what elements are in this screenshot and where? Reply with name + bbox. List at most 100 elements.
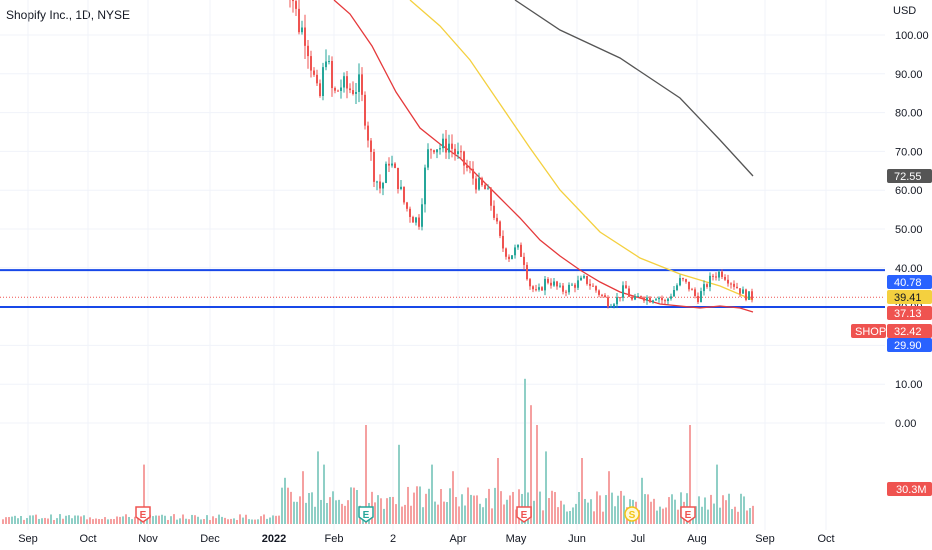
volume-bar: [332, 491, 334, 524]
candle-body: [559, 285, 561, 287]
candle-body: [568, 284, 570, 293]
volume-bar: [533, 500, 535, 524]
x-axis: Sep Oct Nov Dec 2022 Feb 2 Apr May Jun Jul Aug Sep Oc…: [18, 533, 834, 545]
volume-bar: [671, 494, 673, 524]
volume-bar: [464, 505, 466, 524]
candle-body: [388, 163, 390, 166]
candle-body: [463, 151, 465, 166]
volume-bar: [290, 491, 292, 524]
volume-bar: [143, 464, 145, 524]
candle-body: [517, 244, 519, 248]
volume-bar: [410, 505, 412, 524]
volume-bar: [26, 518, 28, 524]
volume-bar: [443, 501, 445, 524]
candle-body: [334, 88, 336, 91]
candle-body: [715, 276, 717, 278]
volume-bar: [224, 517, 226, 524]
volume-bar: [548, 498, 550, 524]
candle-body: [700, 291, 702, 303]
volume-bar: [80, 516, 82, 524]
volume-bar: [365, 425, 367, 524]
candle-body: [751, 291, 753, 300]
candle-body: [298, 8, 300, 33]
candle-body: [442, 138, 444, 149]
candle-body: [352, 90, 354, 94]
volume-bar: [35, 514, 37, 524]
volume-bar: [455, 496, 457, 524]
candle-body: [670, 296, 672, 299]
candle-body: [490, 188, 492, 206]
price-tag: 40.78: [887, 275, 932, 289]
volume-bar: [92, 519, 94, 524]
candle-body: [739, 288, 741, 294]
volume-bar: [266, 518, 268, 524]
volume-bar: [560, 500, 562, 524]
volume-bar: [29, 515, 31, 524]
candle-body: [547, 278, 549, 283]
volume-bar: [602, 511, 604, 524]
volume-bar: [563, 504, 565, 524]
candle-body: [721, 271, 723, 277]
candle-body: [364, 94, 366, 126]
candle-body: [643, 297, 645, 301]
volume-bar: [707, 509, 709, 524]
ma-fast-line: [333, 0, 754, 313]
candle-body: [661, 297, 663, 301]
candle-body: [709, 275, 711, 287]
volume-bar: [728, 493, 730, 524]
volume-bar: [188, 519, 190, 524]
volume-bar: [344, 505, 346, 524]
candle-body: [526, 264, 528, 280]
volume-bar: [212, 516, 214, 524]
event-marker-label: S: [629, 510, 636, 521]
volume-bar: [515, 509, 517, 524]
volume-bar: [596, 491, 598, 524]
volume-bar: [428, 488, 430, 524]
volume-bar: [158, 515, 160, 524]
candle-body: [619, 297, 621, 299]
candle-body: [595, 286, 597, 291]
candle-body: [478, 178, 480, 190]
volume-tag-label: 30.3M: [896, 484, 927, 496]
volume-bar: [161, 514, 163, 524]
split-marker: S: [624, 506, 640, 522]
candle-body: [730, 283, 732, 285]
y-tick-label: 60.00: [895, 185, 923, 197]
candle-body: [427, 149, 429, 168]
volume-bar: [551, 490, 553, 524]
volume-bar: [740, 493, 742, 524]
volume-bar: [620, 490, 622, 524]
volume-bar: [599, 495, 601, 524]
volume-bar: [587, 502, 589, 524]
earnings-marker-bg: [358, 506, 374, 523]
price-tag-label: 72.55: [894, 171, 922, 183]
volume-bar: [149, 514, 151, 524]
volume-bar: [605, 495, 607, 524]
volume-bar: [269, 517, 271, 524]
volume-bar: [383, 508, 385, 524]
candle-body: [736, 286, 738, 289]
candle-body: [319, 83, 321, 97]
earnings-marker-bg: [135, 506, 151, 523]
y-axis: 110.00 100.00 90.00 80.00 70.00 60.00 50.00 40.…: [895, 0, 929, 430]
candle-body: [532, 286, 534, 290]
volume-bar: [5, 517, 7, 524]
volume-bar: [179, 518, 181, 524]
volume-bar: [581, 458, 583, 524]
candle-body: [514, 247, 516, 256]
volume-bar: [584, 498, 586, 524]
price-tag: 32.42: [887, 324, 932, 338]
candle-body: [472, 168, 474, 179]
volume-bar: [203, 519, 205, 524]
volume-bar: [746, 510, 748, 524]
volume-bar: [608, 471, 610, 524]
volume-tag-bg: [887, 482, 932, 496]
price-tag-bg: [887, 338, 932, 352]
volume-bar: [389, 496, 391, 524]
candle-body: [448, 143, 450, 153]
candle-body: [421, 204, 423, 227]
volume-bar: [326, 502, 328, 524]
candle-body: [577, 280, 579, 288]
volume-bar: [53, 519, 55, 524]
